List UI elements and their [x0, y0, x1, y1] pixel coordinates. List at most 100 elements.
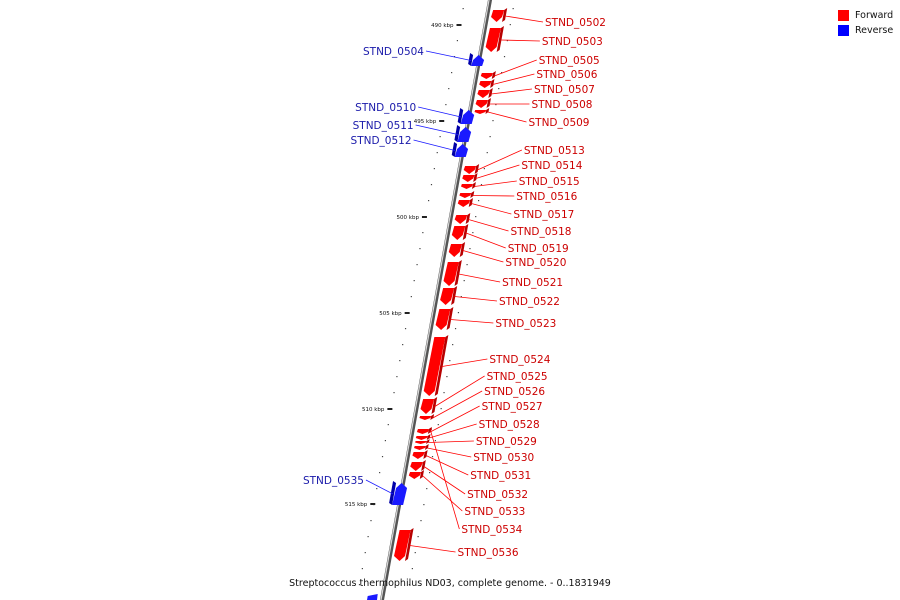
- gene-shadow: [451, 286, 458, 305]
- gene-stnd-0521[interactable]: [443, 260, 462, 286]
- gene-label[interactable]: STND_0523: [495, 318, 556, 330]
- label-leader-line: [430, 405, 480, 433]
- gene-shadow: [474, 164, 480, 174]
- gene-shadow: [389, 481, 397, 505]
- gene-label[interactable]: STND_0530: [473, 452, 534, 464]
- gene-label[interactable]: STND_0511: [353, 120, 414, 132]
- gene-label[interactable]: STND_0518: [511, 226, 572, 238]
- gene-stnd-0526[interactable]: [419, 414, 435, 420]
- gene-stnd-0504[interactable]: [468, 53, 485, 66]
- gene-stnd-0529[interactable]: [415, 439, 430, 444]
- minor-tick: [454, 328, 457, 330]
- gene-stnd-0515[interactable]: [460, 182, 476, 189]
- gene-label[interactable]: STND_0503: [542, 36, 603, 48]
- gene-arrow: [415, 441, 427, 444]
- gene-arrow: [392, 483, 408, 505]
- gene-stnd-0522[interactable]: [440, 286, 458, 305]
- gene-arrow: [457, 200, 470, 207]
- gene-label[interactable]: STND_0521: [502, 277, 563, 289]
- gene-label[interactable]: STND_0512: [351, 135, 412, 147]
- gene-label[interactable]: STND_0519: [508, 243, 569, 255]
- gene-stnd-0531[interactable]: [412, 450, 428, 459]
- gene-stnd-0510[interactable]: [457, 108, 475, 124]
- label-leader-line: [477, 149, 523, 171]
- gene-stnd-0508[interactable]: [475, 98, 491, 108]
- minor-tick: [420, 520, 422, 522]
- gene-label[interactable]: STND_0507: [534, 84, 595, 96]
- gene-stnd-0519[interactable]: [451, 224, 469, 240]
- gene-label[interactable]: STND_0502: [545, 17, 606, 29]
- gene-label[interactable]: STND_0524: [489, 354, 550, 366]
- gene-label[interactable]: STND_0528: [479, 419, 540, 431]
- gene-arrow: [417, 429, 429, 432]
- gene-stnd-0533[interactable]: [408, 470, 425, 479]
- gene-stnd-0532[interactable]: [410, 460, 426, 471]
- minor-tick: [367, 536, 369, 538]
- gene-stnd-0523[interactable]: [435, 307, 454, 330]
- gene-shadow: [473, 173, 478, 182]
- gene-shadow: [468, 53, 474, 66]
- gene-stnd-0525[interactable]: [420, 397, 438, 414]
- gene-label[interactable]: STND_0509: [529, 117, 590, 129]
- gene-arrow: [454, 144, 469, 157]
- minor-tick: [393, 392, 395, 394]
- tick-label: 490 kbp: [431, 23, 454, 29]
- gene-label[interactable]: STND_0520: [505, 257, 566, 269]
- gene-label[interactable]: STND_0504: [363, 46, 424, 58]
- gene-label[interactable]: STND_0513: [524, 145, 585, 157]
- gene-stnd-0517[interactable]: [457, 198, 473, 207]
- gene-label[interactable]: STND_0536: [458, 547, 519, 559]
- gene-stnd-0509[interactable]: [474, 108, 490, 114]
- minor-tick: [506, 40, 508, 42]
- gene-stnd-0518[interactable]: [454, 213, 471, 224]
- gene-arrow: [459, 193, 472, 198]
- label-leader-line: [450, 319, 494, 324]
- gene-label[interactable]: STND_0506: [536, 69, 597, 81]
- gene-label[interactable]: STND_0532: [467, 489, 528, 501]
- gene-stnd-0514[interactable]: [462, 173, 478, 182]
- gene-shadow: [434, 335, 449, 396]
- minor-tick: [433, 168, 435, 170]
- gene-shadow: [423, 450, 428, 459]
- gene-label[interactable]: STND_0531: [470, 470, 531, 482]
- gene-arrow: [462, 175, 475, 182]
- gene-stnd-0535[interactable]: [389, 481, 408, 505]
- gene-shadow: [465, 213, 471, 224]
- gene-shadow: [421, 460, 426, 471]
- gene-stnd-0530[interactable]: [414, 444, 429, 450]
- gene-stnd-0520[interactable]: [448, 242, 466, 257]
- gene-label[interactable]: STND_0534: [461, 524, 522, 536]
- gene-label[interactable]: STND_0535: [303, 475, 364, 487]
- gene-stnd-0505[interactable]: [480, 71, 496, 79]
- label-leader-line: [427, 447, 472, 458]
- gene-arrow: [457, 127, 472, 142]
- gene-label[interactable]: STND_0526: [484, 386, 545, 398]
- gene-label[interactable]: STND_0514: [521, 160, 582, 172]
- gene-stnd-0528[interactable]: [415, 434, 431, 440]
- gene-label[interactable]: STND_0527: [482, 401, 543, 413]
- gene-stnd-0524[interactable]: [423, 335, 449, 396]
- gene-label[interactable]: STND_0516: [516, 191, 577, 203]
- gene-label[interactable]: STND_0508: [531, 99, 592, 111]
- gene-label[interactable]: STND_0529: [476, 436, 537, 448]
- gene-stnd-0536[interactable]: [394, 528, 414, 561]
- gene-stnd-0503[interactable]: [485, 26, 504, 52]
- gene-label[interactable]: STND_0515: [519, 176, 580, 188]
- gene-label[interactable]: STND_0525: [487, 371, 548, 383]
- gene-stnd-0516[interactable]: [459, 191, 475, 198]
- gene-stnd-0511[interactable]: [454, 125, 472, 142]
- gene-label[interactable]: STND_0517: [513, 209, 574, 221]
- gene-stnd-0534[interactable]: [417, 427, 432, 432]
- gene-stnd-0507[interactable]: [477, 88, 493, 98]
- major-tick: [404, 312, 410, 314]
- gene-label[interactable]: STND_0522: [499, 296, 560, 308]
- gene-stnd-0506[interactable]: [479, 79, 495, 88]
- gene-label[interactable]: STND_0505: [539, 55, 600, 67]
- label-leader-line: [458, 273, 501, 283]
- gene-arrow: [474, 110, 487, 114]
- gene-stnd-0513[interactable]: [463, 164, 480, 174]
- gene-stnd-0512[interactable]: [451, 142, 469, 157]
- gene-label[interactable]: STND_0510: [355, 102, 416, 114]
- gene-stnd-0502[interactable]: [491, 8, 508, 22]
- gene-label[interactable]: STND_0533: [464, 506, 525, 518]
